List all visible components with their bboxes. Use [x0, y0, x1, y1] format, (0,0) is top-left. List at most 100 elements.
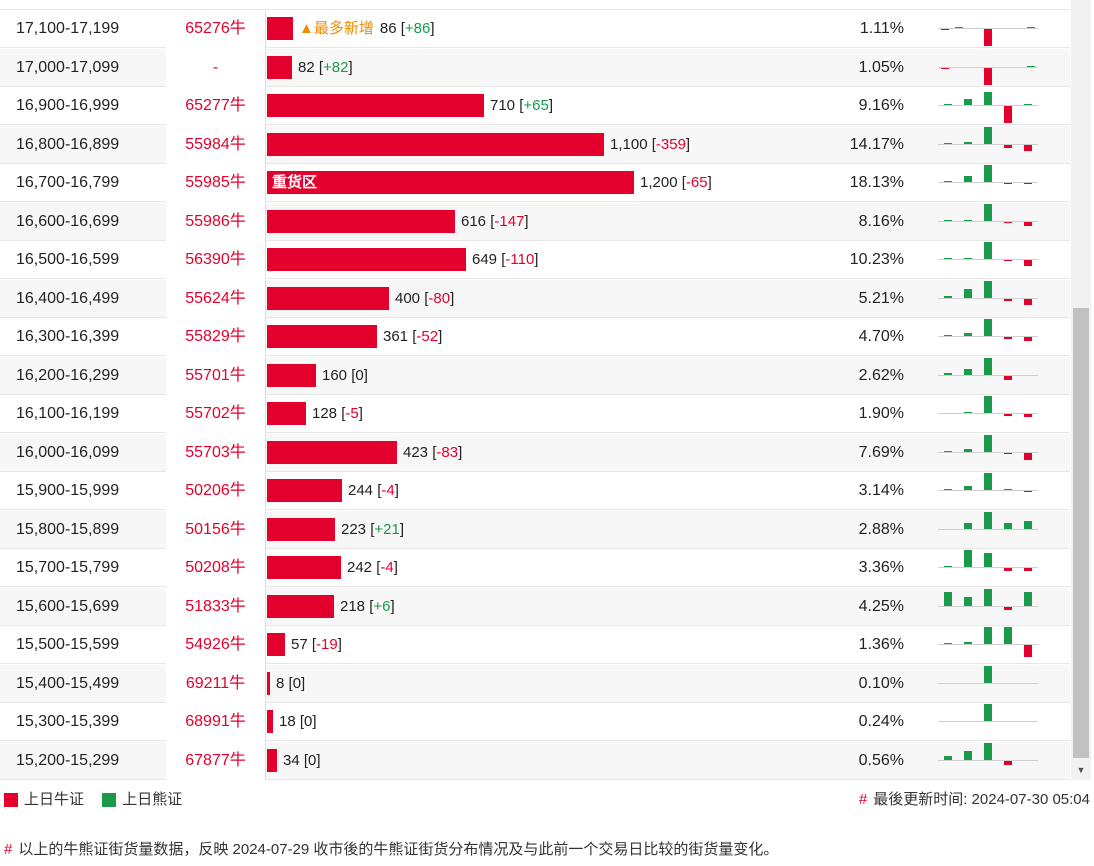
percentage: 8.16%: [858, 212, 904, 230]
cbbc-code-link[interactable]: 65276牛: [166, 10, 266, 48]
trend-sparkline: [938, 280, 1038, 318]
table-row[interactable]: 15,700-15,799 50208牛 242 [-4] 3.36%: [0, 549, 1070, 587]
table-row[interactable]: 16,900-16,999 65277牛 710 [+65] 9.16%: [0, 87, 1070, 125]
cbbc-code-link[interactable]: 50208牛: [166, 549, 266, 587]
table-row[interactable]: 15,900-15,999 50206牛 244 [-4] 3.14%: [0, 472, 1070, 510]
table-row[interactable]: 15,500-15,599 54926牛 57 [-19] 1.36%: [0, 626, 1070, 664]
cbbc-code-link[interactable]: 55985牛: [166, 164, 266, 202]
table-row[interactable]: 16,300-16,399 55829牛 361 [-52] 4.70%: [0, 318, 1070, 356]
quantity-value: 244: [348, 482, 374, 499]
quantity-change: +6: [373, 597, 391, 615]
sparkline-bar: [984, 165, 992, 182]
quantity-change: -4: [381, 482, 395, 499]
percentage: 5.21%: [858, 289, 904, 307]
percentage: 0.24%: [858, 713, 904, 730]
sparkline-axis: [938, 759, 1038, 761]
cbbc-code-link[interactable]: 50156牛: [166, 510, 266, 549]
sparkline-bar: [1004, 414, 1012, 416]
outstanding-bar: [267, 55, 292, 79]
sparkline-axis: [938, 644, 1038, 645]
trend-sparkline: [938, 241, 1038, 279]
sparkline-axis: [938, 682, 1038, 684]
cbbc-code-link[interactable]: 55829牛: [166, 318, 266, 356]
table-row[interactable]: 16,400-16,499 55624牛 400 [-80] 5.21%: [0, 279, 1070, 318]
outstanding-quantity: 710 [+65]: [490, 97, 553, 114]
sparkline-bar: [1004, 627, 1012, 644]
strike-range: 15,200-15,299: [16, 751, 120, 769]
table-row[interactable]: 17,100-17,199 65276牛 ▲最多新增 86 [+86] 1.11%: [0, 10, 1070, 48]
table-row[interactable]: 16,800-16,899 55984牛 1,100 [-359] 14.17%: [0, 125, 1070, 164]
cbbc-code-link[interactable]: 56390牛: [166, 241, 266, 279]
sparkline-axis: [938, 259, 1038, 260]
quantity-change: -5: [345, 405, 359, 422]
sparkline-bar: [964, 550, 972, 567]
sparkline-axis: [938, 451, 1038, 453]
scrollbar-thumb[interactable]: [1073, 308, 1089, 758]
sparkline-bar: [984, 280, 992, 298]
table-row[interactable]: 15,600-15,699 51833牛 218 [+6] 4.25%: [0, 587, 1070, 626]
sparkline-bar: [984, 434, 992, 452]
table-row[interactable]: 17,000-17,099 - 82 [+82] 1.05%: [0, 48, 1070, 87]
percentage: 0.56%: [858, 751, 904, 769]
cbbc-code-link[interactable]: 55624牛: [166, 279, 266, 318]
cbbc-code-link[interactable]: 55986牛: [166, 202, 266, 241]
sparkline-bar: [1024, 591, 1032, 606]
sparkline-bar: [964, 333, 972, 336]
sparkline-axis: [938, 413, 1038, 414]
cbbc-code-link[interactable]: -: [166, 48, 266, 87]
cbbc-code-link[interactable]: 54926牛: [166, 626, 266, 664]
table-row[interactable]: 16,200-16,299 55701牛 160 [0] 2.62%: [0, 356, 1070, 395]
outstanding-quantity: 34 [0]: [283, 751, 321, 769]
table-row[interactable]: 16,500-16,599 56390牛 649 [-110] 10.23%: [0, 241, 1070, 279]
table-row[interactable]: 15,400-15,499 69211牛 8 [0] 0.10%: [0, 664, 1070, 703]
cbbc-code-link[interactable]: 68991牛: [166, 703, 266, 741]
sparkline-bar: [1027, 27, 1035, 28]
sparkline-bar: [984, 126, 992, 144]
cbbc-code-link[interactable]: 55702牛: [166, 395, 266, 433]
heavy-zone-label: 重货区: [272, 174, 318, 191]
cbbc-code-link[interactable]: 69211牛: [166, 664, 266, 703]
cbbc-code-link[interactable]: 50206牛: [166, 472, 266, 510]
sparkline-bar: [944, 142, 952, 144]
percentage: 14.17%: [849, 135, 904, 153]
sparkline-bar: [984, 742, 992, 760]
table-row[interactable]: 16,600-16,699 55986牛 616 [-147] 8.16%: [0, 202, 1070, 241]
sparkline-bar: [944, 450, 952, 452]
table-row[interactable]: 15,300-15,399 68991牛 18 [0] 0.24%: [0, 703, 1070, 741]
outstanding-bar: [267, 363, 316, 387]
cbbc-code-link[interactable]: 55701牛: [166, 356, 266, 395]
cbbc-code-link[interactable]: 55703牛: [166, 433, 266, 472]
cbbc-code-link[interactable]: 65277牛: [166, 87, 266, 125]
outstanding-quantity: 361 [-52]: [383, 328, 443, 345]
sparkline-bar: [1024, 520, 1032, 529]
sparkline-bar: [984, 319, 992, 336]
cbbc-code-link[interactable]: 51833牛: [166, 587, 266, 626]
sparkline-bar: [944, 755, 952, 760]
quantity-value: 82: [298, 58, 315, 76]
strike-range: 16,200-16,299: [16, 366, 120, 384]
sparkline-axis: [938, 143, 1038, 145]
cbbc-code-link[interactable]: 67877牛: [166, 741, 266, 780]
sparkline-bar: [944, 643, 952, 644]
sparkline-bar: [1004, 606, 1012, 610]
quantity-change: -359: [655, 135, 686, 153]
scroll-down-icon[interactable]: ▼: [1076, 765, 1086, 775]
table-row[interactable]: 15,800-15,899 50156牛 223 [+21] 2.88%: [0, 510, 1070, 549]
legend-bull: 上日牛证: [4, 790, 84, 810]
outstanding-bar: [267, 17, 293, 40]
sparkline-bar: [1004, 568, 1012, 571]
sparkline-bar: [1024, 414, 1032, 417]
table-row[interactable]: 16,700-16,799 55985牛 重货区 1,200 [-65] 18.13%: [0, 164, 1070, 202]
table-row[interactable]: 16,100-16,199 55702牛 128 [-5] 1.90%: [0, 395, 1070, 433]
trend-sparkline: [938, 49, 1038, 87]
percentage: 3.14%: [858, 482, 904, 499]
sparkline-axis: [938, 721, 1038, 722]
strike-range: 15,400-15,499: [16, 674, 120, 692]
quantity-change: 0: [355, 366, 364, 384]
quantity-change: -83: [436, 443, 459, 461]
vertical-scrollbar[interactable]: ▼: [1071, 0, 1091, 780]
sparkline-bar: [984, 627, 992, 644]
table-row[interactable]: 16,000-16,099 55703牛 423 [-83] 7.69%: [0, 433, 1070, 472]
cbbc-code-link[interactable]: 55984牛: [166, 125, 266, 164]
table-row[interactable]: 15,200-15,299 67877牛 34 [0] 0.56%: [0, 741, 1070, 780]
